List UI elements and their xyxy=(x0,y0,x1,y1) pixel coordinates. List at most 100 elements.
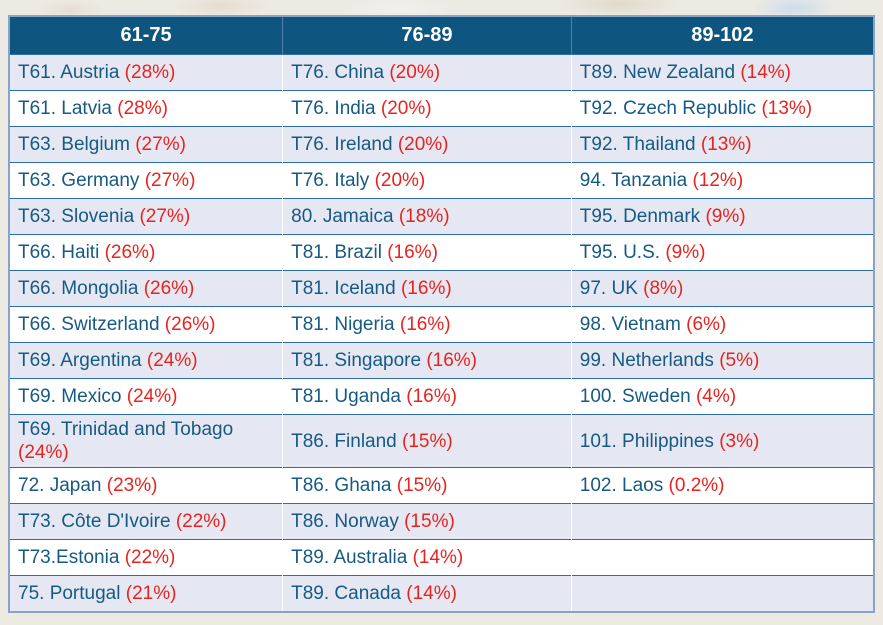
table-cell: 94. Tanzania (12%) xyxy=(570,162,874,199)
country-rank-label: T95. U.S. xyxy=(579,241,661,263)
country-rank-label: T73.Estonia xyxy=(18,547,120,569)
table-cell: T86. Finland (15%) xyxy=(282,413,572,468)
table-cell: T89. New Zealand (14%) xyxy=(570,54,874,91)
table-cell: T61. Austria (28%) xyxy=(9,54,283,91)
country-rank-label: T69. Argentina xyxy=(18,349,142,371)
table-row: T66. Switzerland (26%) T81. Nigeria (16%)… xyxy=(9,306,874,343)
country-rank-label: 100. Sweden xyxy=(579,385,691,407)
table-body: T61. Austria (28%) T76. China (20%) T89. N… xyxy=(9,54,874,612)
percent-value: (14%) xyxy=(412,547,464,569)
table-cell: T81. Iceland (16%) xyxy=(282,270,572,307)
country-rank-label: T63. Belgium xyxy=(18,133,130,155)
table-cell: T63. Belgium (27%) xyxy=(9,126,283,163)
table-row: T66. Mongolia (26%) T81. Iceland (16%) 97.… xyxy=(9,270,874,307)
country-rank-label: 102. Laos xyxy=(579,475,664,497)
percent-value: (28%) xyxy=(117,97,168,119)
percent-value: (27%) xyxy=(144,169,196,191)
table-cell: T89. Canada (14%) xyxy=(282,575,572,612)
percent-value: (18%) xyxy=(398,205,450,227)
table-cell: T76. India (20%) xyxy=(282,90,572,127)
table-cell: 100. Sweden (4%) xyxy=(570,378,874,415)
table-cell-empty xyxy=(570,539,874,576)
country-rank-label: T86. Finland xyxy=(291,430,397,452)
table-row: 75. Portugal (21%) T89. Canada (14%) xyxy=(9,575,874,612)
percent-value: (22%) xyxy=(175,511,227,533)
table-row: T61. Latvia (28%) T76. India (20%) T92. Cz… xyxy=(9,90,874,127)
country-rank-label: T66. Switzerland xyxy=(18,313,160,335)
country-rank-label: T76. Italy xyxy=(291,169,370,191)
country-rank-label: T76. India xyxy=(291,97,376,119)
percent-value: (16%) xyxy=(400,277,452,299)
table-cell: 72. Japan (23%) xyxy=(9,467,283,504)
table-row: T69. Trinidad and Tobago (24%) T86. Finla… xyxy=(9,413,874,468)
table-cell: 80. Jamaica (18%) xyxy=(282,198,572,235)
percent-value: (28%) xyxy=(124,61,176,83)
country-rank-label: 72. Japan xyxy=(18,475,102,497)
column-header: 76-89 xyxy=(282,16,572,55)
table-cell: T76. China (20%) xyxy=(282,54,572,91)
country-rank-label: T81. Brazil xyxy=(291,241,382,263)
table-cell: T92. Czech Republic (13%) xyxy=(570,90,874,127)
country-rank-label: T81. Singapore xyxy=(291,349,422,371)
percent-value: (8%) xyxy=(643,277,684,299)
table-cell: 99. Netherlands (5%) xyxy=(570,342,874,379)
country-rank-label: 99. Netherlands xyxy=(579,349,714,371)
table-cell: T95. U.S. (9%) xyxy=(570,234,874,271)
table-cell: 75. Portugal (21%) xyxy=(9,575,283,612)
table-row: T73.Estonia (22%) T89. Australia (14%) xyxy=(9,539,874,576)
column-header: 89-102 xyxy=(570,16,874,55)
percent-value: (13%) xyxy=(761,97,813,119)
column-header: 61-75 xyxy=(9,16,283,55)
percent-value: (24%) xyxy=(18,442,69,464)
country-rank-label: 75. Portugal xyxy=(18,583,121,604)
country-rank-label: T92. Czech Republic xyxy=(579,97,757,119)
table-row: T69. Mexico (24%) T81. Uganda (16%) 100. S… xyxy=(9,378,874,415)
percent-value: (6%) xyxy=(686,313,727,335)
percent-value: (14%) xyxy=(740,61,791,83)
table-row: T63. Slovenia (27%) 80. Jamaica (18%) T95.… xyxy=(9,198,874,235)
country-rank-label: T61. Latvia xyxy=(18,97,112,119)
country-rank-label: T69. Trinidad and Tobago xyxy=(18,419,234,440)
table-row: T69. Argentina (24%) T81. Singapore (16%)… xyxy=(9,342,874,379)
table-row: T63. Belgium (27%) T76. Ireland (20%) T92.… xyxy=(9,126,874,163)
table-cell: T81. Nigeria (16%) xyxy=(282,306,572,343)
country-rank-label: 97. UK xyxy=(579,277,638,299)
table-cell: T81. Brazil (16%) xyxy=(282,234,572,271)
country-rank-label: 101. Philippines xyxy=(579,430,714,452)
percent-value: (16%) xyxy=(399,313,451,335)
table-cell: T73. Côte D'Ivoire (22%) xyxy=(9,503,283,540)
percent-value: (15%) xyxy=(404,511,455,533)
country-rank-label: T66. Haiti xyxy=(18,241,100,263)
table-cell: T86. Ghana (15%) xyxy=(282,467,572,504)
country-rank-label: T89. Australia xyxy=(291,547,408,569)
country-rank-label: T95. Denmark xyxy=(579,205,701,227)
percent-value: (27%) xyxy=(139,205,191,227)
country-rank-label: T92. Thailand xyxy=(579,133,696,155)
percent-value: (27%) xyxy=(135,133,186,155)
percent-value: (26%) xyxy=(164,313,216,335)
country-rank-label: T73. Côte D'Ivoire xyxy=(18,511,171,533)
table-cell: T66. Mongolia (26%) xyxy=(9,270,283,307)
table-cell: T76. Italy (20%) xyxy=(282,162,572,199)
table-cell: 101. Philippines (3%) xyxy=(570,413,874,468)
percent-value: (0.2%) xyxy=(668,475,725,497)
percent-value: (15%) xyxy=(396,475,448,497)
percent-value: (23%) xyxy=(106,475,158,497)
table-cell: 97. UK (8%) xyxy=(570,270,874,307)
table-cell: T61. Latvia (28%) xyxy=(9,90,283,127)
percent-value: (9%) xyxy=(665,241,706,263)
country-rank-label: T76. Ireland xyxy=(291,133,393,155)
percent-value: (20%) xyxy=(374,169,426,191)
table-cell: T66. Switzerland (26%) xyxy=(9,306,283,343)
table-cell: 102. Laos (0.2%) xyxy=(570,467,874,504)
table-cell: T63. Slovenia (27%) xyxy=(9,198,283,235)
country-rank-label: T66. Mongolia xyxy=(18,277,139,299)
table-cell: T69. Argentina (24%) xyxy=(9,342,283,379)
percent-value: (24%) xyxy=(126,385,178,407)
country-rank-label: T69. Mexico xyxy=(18,385,122,407)
percent-value: (4%) xyxy=(695,385,737,407)
table-cell: T69. Trinidad and Tobago (24%) xyxy=(9,413,283,468)
table-cell: T66. Haiti (26%) xyxy=(9,234,283,271)
table-row: 72. Japan (23%) T86. Ghana (15%) 102. Laos… xyxy=(9,467,874,504)
